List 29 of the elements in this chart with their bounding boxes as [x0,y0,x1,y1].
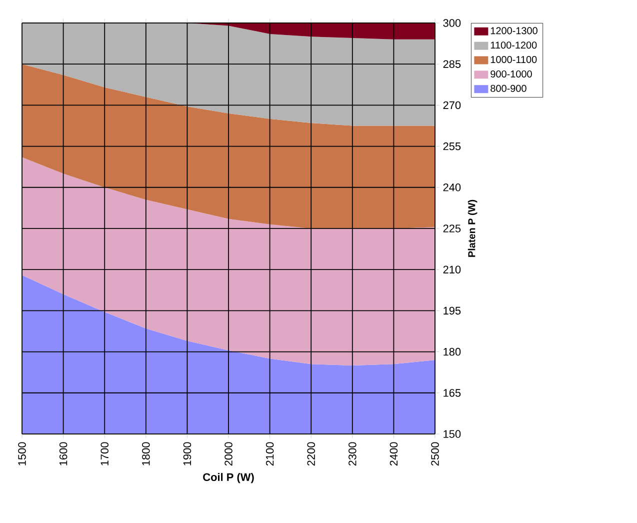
legend-label: 1100-1200 [490,42,537,49]
x-tick-label: 1700 [100,442,108,466]
y-tick-label: 240 [443,184,461,192]
y-tick-label: 210 [443,266,461,274]
y-tick-label: 150 [444,430,461,438]
x-tick-label: 1900 [183,442,192,466]
y-tick-label: 225 [443,224,461,232]
x-tick-label: 2100 [266,442,274,466]
legend-label: 900-1000 [490,70,532,78]
y-tick-label: 195 [444,306,461,315]
x-tick-label: 2000 [224,442,232,466]
y-tick-label: 255 [443,142,461,150]
x-tick-label: 2200 [307,442,315,466]
y-tick-label: 165 [444,389,461,397]
x-tick-label: 2400 [390,442,398,466]
y-tick-label: 285 [443,60,461,68]
x-tick-label: 2300 [348,442,356,466]
y-tick-label: 180 [444,348,461,356]
legend-label: 1200-1300 [490,27,538,34]
x-axis-title: Coil P (W) [203,472,254,484]
x-tick-label: 2500 [431,442,439,466]
x-tick-label: 1600 [59,442,68,466]
y-axis-title: Platen P (W) [468,200,478,257]
x-tick-label: 1500 [18,442,26,466]
legend-label: 1000-1100 [490,56,537,64]
x-tick-label: 1800 [142,442,150,466]
y-tick-label: 270 [443,101,461,110]
legend-label: 800-900 [490,84,526,92]
y-tick-label: 300 [443,19,461,27]
